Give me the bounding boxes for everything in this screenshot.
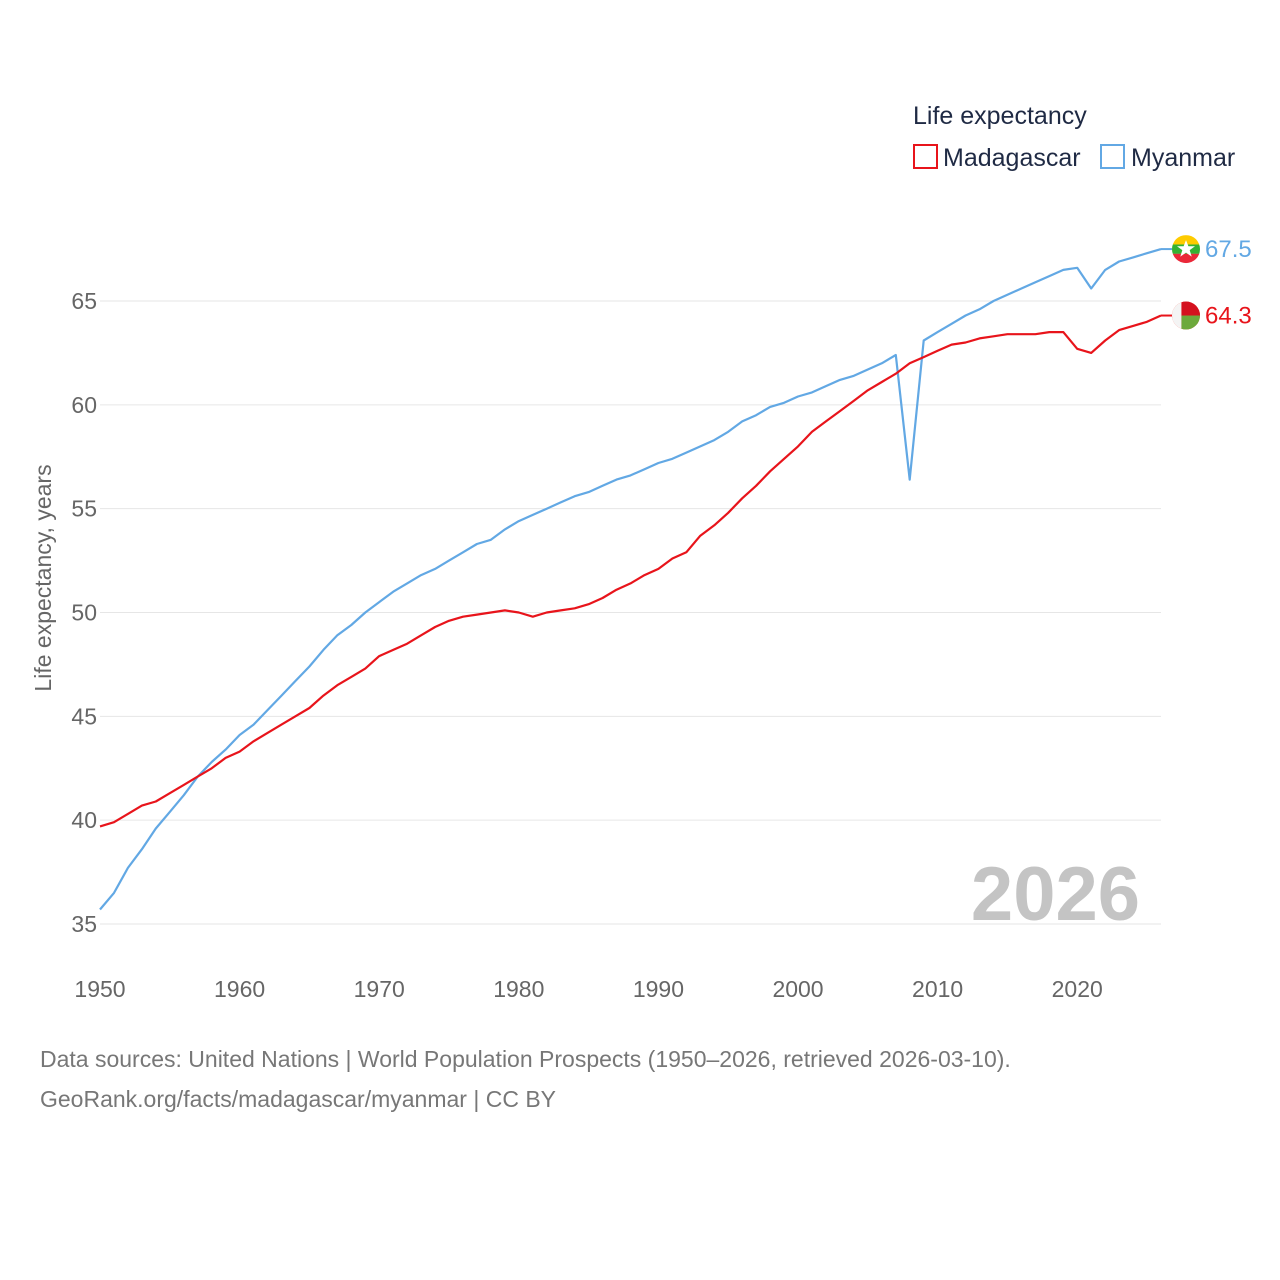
series-line-myanmar — [99, 248, 1162, 911]
x-tick-label: 1960 — [214, 976, 265, 1002]
end-value-madagascar: 64.3 — [1205, 303, 1252, 330]
y-axis-label: Life expectancy, years — [30, 464, 56, 691]
x-axis-ticks: 1950 1960 1970 1980 1990 2000 2010 2020 — [74, 976, 1102, 1002]
source-line: Data sources: United Nations | World Pop… — [40, 1046, 1011, 1072]
x-tick-label: 1970 — [354, 976, 405, 1002]
gridlines — [100, 300, 1161, 925]
y-tick-label: 50 — [71, 600, 97, 626]
end-value-myanmar: 67.5 — [1205, 236, 1252, 263]
series-lines — [99, 248, 1172, 911]
x-tick-label: 1950 — [74, 976, 125, 1002]
x-tick-label: 1980 — [493, 976, 544, 1002]
legend-swatch-madagascar — [913, 144, 938, 169]
legend-swatch-myanmar — [1100, 144, 1125, 169]
madagascar-flag-icon — [1172, 301, 1200, 330]
y-axis-ticks: 35 40 45 50 55 60 65 — [71, 288, 97, 937]
y-tick-label: 45 — [71, 703, 97, 729]
source-url-line: GeoRank.org/facts/madagascar/myanmar | C… — [40, 1086, 557, 1112]
current-year-label: 2026 — [971, 852, 1140, 937]
y-tick-label: 55 — [71, 496, 97, 522]
legend-title: Life expectancy — [913, 102, 1087, 130]
y-tick-label: 60 — [71, 392, 97, 418]
legend-label-myanmar: Myanmar — [1131, 144, 1235, 172]
legend-label-madagascar: Madagascar — [943, 144, 1081, 172]
series-line-madagascar — [99, 314, 1162, 828]
x-tick-label: 2010 — [912, 976, 963, 1002]
x-tick-label: 2000 — [772, 976, 823, 1002]
x-tick-label: 1990 — [633, 976, 684, 1002]
myanmar-flag-icon — [1172, 235, 1200, 264]
y-tick-label: 35 — [71, 911, 97, 937]
y-tick-label: 65 — [71, 288, 97, 314]
x-tick-label: 2020 — [1052, 976, 1103, 1002]
y-tick-label: 40 — [71, 807, 97, 833]
